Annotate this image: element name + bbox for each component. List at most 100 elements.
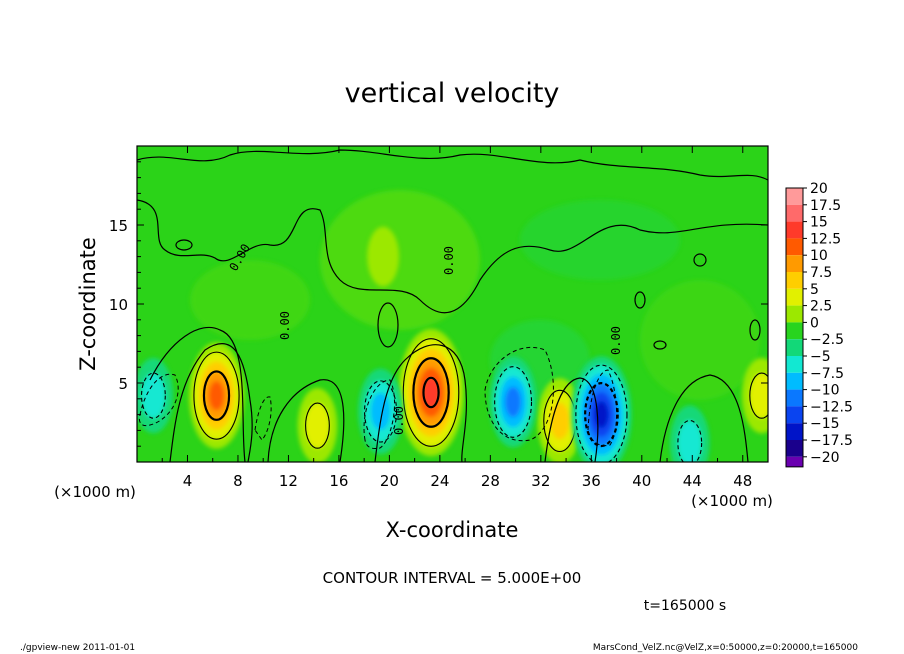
y-tick-label: 10 <box>109 296 128 314</box>
y-tick-label: 5 <box>118 375 128 393</box>
footer-right-note: MarsCond_VelZ.nc@VelZ,x=0:50000,z=0:2000… <box>593 643 858 653</box>
feature-updraft <box>741 358 768 434</box>
x-tick-label: 36 <box>582 472 601 490</box>
y-axis: 5 10 15 <box>109 161 768 447</box>
colorbar-swatch <box>786 339 803 356</box>
x-tick-label: 4 <box>183 472 193 490</box>
x-tick-label: 40 <box>632 472 651 490</box>
contour-label: 0.00 <box>442 246 456 275</box>
colorbar-swatch <box>786 305 803 323</box>
x-tick-label: 8 <box>233 472 243 490</box>
feature-level <box>505 386 521 418</box>
colorbar-swatch <box>786 423 803 440</box>
feature-contour <box>584 382 619 448</box>
colorbar: 2017.51512.5107.552.50−2.5−5−7.5−10−12.5… <box>785 181 853 468</box>
colorbar-label: 17.5 <box>810 198 841 214</box>
feature-contour <box>575 364 628 462</box>
feature-level <box>367 226 399 287</box>
feature-contour <box>494 366 533 438</box>
x-tick-label: 20 <box>380 472 399 490</box>
colorbar-label: 2.5 <box>810 299 832 315</box>
feature-contour <box>364 380 398 443</box>
negative-contours <box>138 346 618 449</box>
colorbar-label: −12.5 <box>810 399 853 415</box>
colorbar-label: 7.5 <box>810 265 832 281</box>
feature-contour <box>749 372 768 419</box>
feature-contour <box>140 372 166 419</box>
y-tick-label: 15 <box>109 217 128 235</box>
feature-updraft <box>297 388 338 462</box>
colorbar-swatch <box>786 188 803 205</box>
feature-contour <box>412 357 450 428</box>
feature-downdraft <box>669 405 710 462</box>
feature-contour <box>422 376 440 409</box>
feature-level <box>677 420 702 462</box>
colorbar-label: 5 <box>810 282 819 298</box>
contour-label: 0.00 <box>278 311 292 340</box>
contour-interval: CONTOUR INTERVAL = 5.000E+00 <box>323 569 582 587</box>
time-stamp: t=165000 s <box>644 598 726 614</box>
feature-level <box>141 373 166 419</box>
x-tick-label: 48 <box>733 472 752 490</box>
colorbar-swatch <box>786 238 803 256</box>
contour-lines <box>137 149 768 462</box>
footer-left-note: ./gpview-new 2011-01-01 <box>20 643 135 653</box>
colorbar-swatch <box>786 389 803 407</box>
colorbar-swatch <box>786 356 803 373</box>
colorbar-swatch <box>786 204 803 222</box>
colorbar-swatch <box>786 372 803 390</box>
colorbar-swatch <box>786 322 803 340</box>
x-tick-label: 24 <box>430 472 449 490</box>
x-unit-left: (×1000 m) <box>54 483 136 501</box>
colorbar-label: 10 <box>810 248 828 264</box>
colorbar-label: −7.5 <box>810 366 844 382</box>
feature-contour <box>202 370 231 421</box>
feature-level <box>370 393 391 430</box>
y-axis-label: Z-coordinate <box>76 237 100 371</box>
x-tick-label: 32 <box>531 472 550 490</box>
field-shading <box>190 190 760 400</box>
colorbar-swatch <box>786 288 803 306</box>
feature-level <box>423 377 439 408</box>
feature-downdraft <box>137 358 174 434</box>
x-unit-right: (×1000 m) <box>691 492 773 510</box>
feature-contour <box>677 419 703 462</box>
feature-contour <box>305 402 330 449</box>
colorbar-swatch <box>786 406 803 424</box>
colorbar-label: 15 <box>810 215 828 231</box>
colorbar-swatch <box>786 221 803 239</box>
x-tick-label: 28 <box>481 472 500 490</box>
feature-level <box>749 373 768 419</box>
colorbar-frame <box>785 187 804 468</box>
x-axis-label: X-coordinate <box>386 518 519 542</box>
colorbar-label: 20 <box>810 181 828 197</box>
colorbar-label: −15 <box>810 416 840 432</box>
colorbar-label: −2.5 <box>810 332 844 348</box>
feature-level <box>305 403 330 449</box>
x-tick-label: 44 <box>683 472 702 490</box>
plot-area: 0.00 0.00 0.00 0.00 0.00 <box>137 146 768 462</box>
feature-downdraft <box>489 356 537 448</box>
contour-label: 0.00 <box>392 406 406 435</box>
colorbar-swatch <box>786 456 803 467</box>
colorbar-label: 0 <box>810 315 819 331</box>
feature-updraft <box>398 328 464 457</box>
feature-contour <box>402 338 460 447</box>
colorbar-label: −5 <box>810 349 831 365</box>
feature-contour <box>193 351 240 440</box>
feature-level <box>208 381 225 411</box>
x-axis: 4 8 12 16 20 24 28 32 36 40 44 48 <box>161 146 752 490</box>
contour-label: 0.00 <box>609 326 623 355</box>
feature-level <box>550 402 570 440</box>
feature-layer <box>137 226 768 462</box>
feature-updraft <box>188 342 245 449</box>
colorbar-swatch <box>786 255 803 272</box>
colorbar-label: −10 <box>810 383 840 399</box>
colorbar-label: −20 <box>810 450 840 466</box>
colorbar-label: 12.5 <box>810 231 841 247</box>
x-tick-label: 16 <box>329 472 348 490</box>
colorbar-swatch <box>786 272 803 289</box>
x-tick-label: 12 <box>279 472 298 490</box>
colorbar-swatch <box>786 440 803 457</box>
